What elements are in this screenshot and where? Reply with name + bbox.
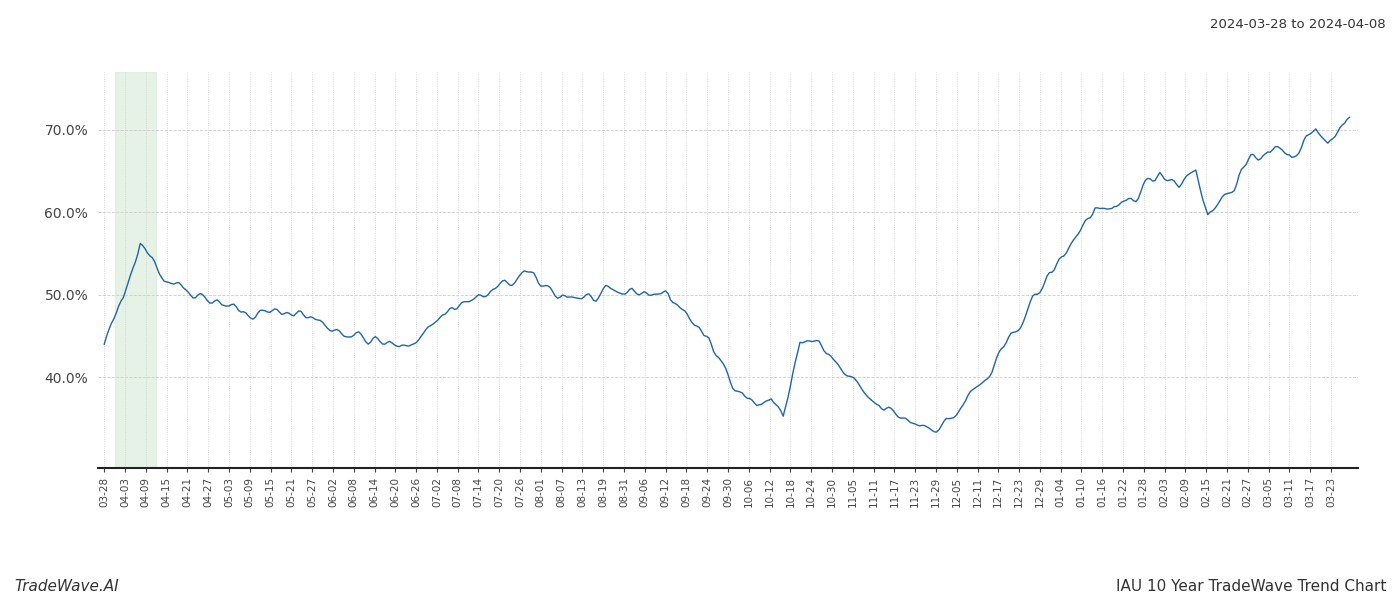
- Text: TradeWave.AI: TradeWave.AI: [14, 579, 119, 594]
- Text: 2024-03-28 to 2024-04-08: 2024-03-28 to 2024-04-08: [1211, 18, 1386, 31]
- Bar: [115, 72, 157, 468]
- Text: IAU 10 Year TradeWave Trend Chart: IAU 10 Year TradeWave Trend Chart: [1116, 579, 1386, 594]
